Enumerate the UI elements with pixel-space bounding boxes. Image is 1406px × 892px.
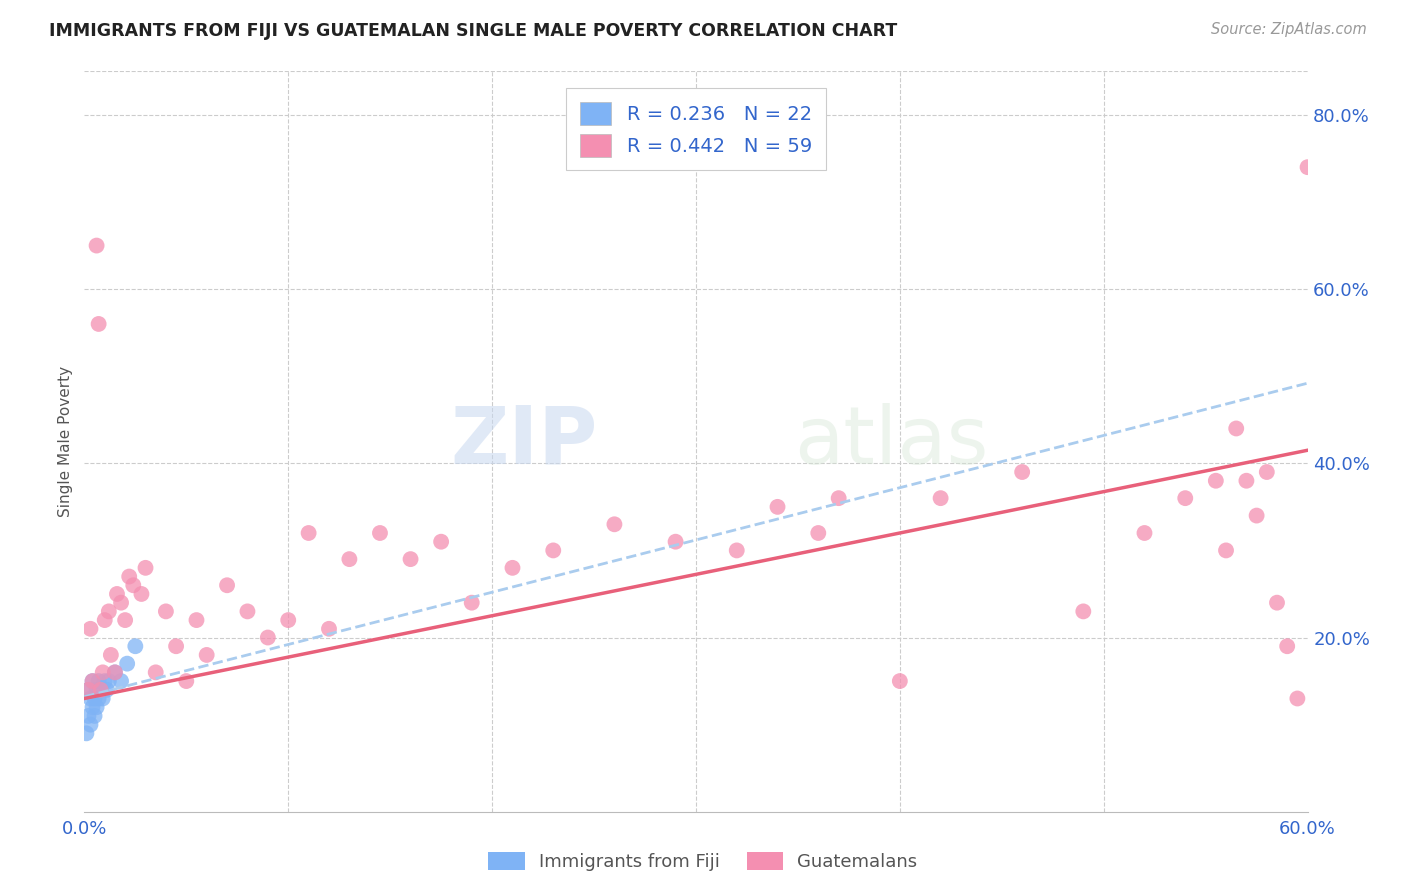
- Point: [124, 639, 146, 653]
- Point: [93, 674, 115, 689]
- Point: [1236, 474, 1258, 488]
- Point: [603, 517, 626, 532]
- Point: [86, 682, 108, 697]
- Point: [82, 674, 104, 689]
- Point: [77, 682, 100, 697]
- Point: [1215, 543, 1237, 558]
- Point: [236, 604, 259, 618]
- Point: [82, 700, 104, 714]
- Point: [807, 526, 830, 541]
- Point: [1246, 508, 1268, 523]
- Legend: Immigrants from Fiji, Guatemalans: Immigrants from Fiji, Guatemalans: [481, 845, 925, 879]
- Point: [1011, 465, 1033, 479]
- Legend: R = 0.236   N = 22, R = 0.442   N = 59: R = 0.236 N = 22, R = 0.442 N = 59: [567, 88, 825, 170]
- Point: [368, 526, 391, 541]
- Point: [217, 578, 239, 592]
- Point: [87, 691, 110, 706]
- Point: [135, 561, 157, 575]
- Point: [77, 682, 100, 697]
- Point: [79, 691, 101, 706]
- Point: [725, 543, 748, 558]
- Point: [186, 613, 208, 627]
- Point: [889, 674, 911, 689]
- Point: [83, 709, 105, 723]
- Point: [1133, 526, 1156, 541]
- Point: [77, 709, 100, 723]
- Point: [1174, 491, 1197, 505]
- Point: [502, 561, 524, 575]
- Point: [1256, 465, 1278, 479]
- Point: [87, 674, 110, 689]
- Point: [110, 596, 132, 610]
- Point: [298, 526, 321, 541]
- Point: [114, 613, 136, 627]
- Point: [90, 682, 112, 697]
- Point: [165, 639, 187, 653]
- Point: [110, 674, 132, 689]
- Point: [86, 238, 108, 252]
- Point: [1265, 596, 1288, 610]
- Point: [277, 613, 299, 627]
- Point: [97, 604, 120, 618]
- Point: [1225, 421, 1247, 435]
- Point: [97, 674, 120, 689]
- Point: [929, 491, 952, 505]
- Point: [257, 631, 280, 645]
- Point: [195, 648, 218, 662]
- Point: [91, 691, 114, 706]
- Point: [155, 604, 177, 618]
- Text: Source: ZipAtlas.com: Source: ZipAtlas.com: [1211, 22, 1367, 37]
- Point: [318, 622, 340, 636]
- Point: [115, 657, 138, 671]
- Point: [105, 587, 128, 601]
- Point: [118, 569, 141, 583]
- Point: [399, 552, 422, 566]
- Point: [145, 665, 167, 680]
- Point: [543, 543, 565, 558]
- Point: [90, 682, 112, 697]
- Point: [665, 534, 688, 549]
- Point: [766, 500, 789, 514]
- Point: [100, 648, 122, 662]
- Point: [1286, 691, 1309, 706]
- Point: [828, 491, 851, 505]
- Point: [104, 665, 127, 680]
- Point: [79, 717, 101, 731]
- Point: [131, 587, 153, 601]
- Point: [75, 726, 97, 740]
- Point: [461, 596, 484, 610]
- Point: [1205, 474, 1227, 488]
- Point: [93, 613, 115, 627]
- Point: [86, 700, 108, 714]
- Y-axis label: Single Male Poverty: Single Male Poverty: [58, 366, 73, 517]
- Point: [174, 674, 197, 689]
- Point: [1296, 160, 1319, 174]
- Point: [339, 552, 361, 566]
- Point: [104, 665, 127, 680]
- Point: [87, 317, 110, 331]
- Text: IMMIGRANTS FROM FIJI VS GUATEMALAN SINGLE MALE POVERTY CORRELATION CHART: IMMIGRANTS FROM FIJI VS GUATEMALAN SINGL…: [49, 22, 897, 40]
- Point: [122, 578, 145, 592]
- Point: [83, 691, 105, 706]
- Point: [96, 682, 118, 697]
- Point: [1073, 604, 1095, 618]
- Point: [91, 665, 114, 680]
- Point: [79, 622, 101, 636]
- Point: [430, 534, 453, 549]
- Point: [1277, 639, 1299, 653]
- Text: atlas: atlas: [794, 402, 988, 481]
- Text: ZIP: ZIP: [451, 402, 598, 481]
- Point: [82, 674, 104, 689]
